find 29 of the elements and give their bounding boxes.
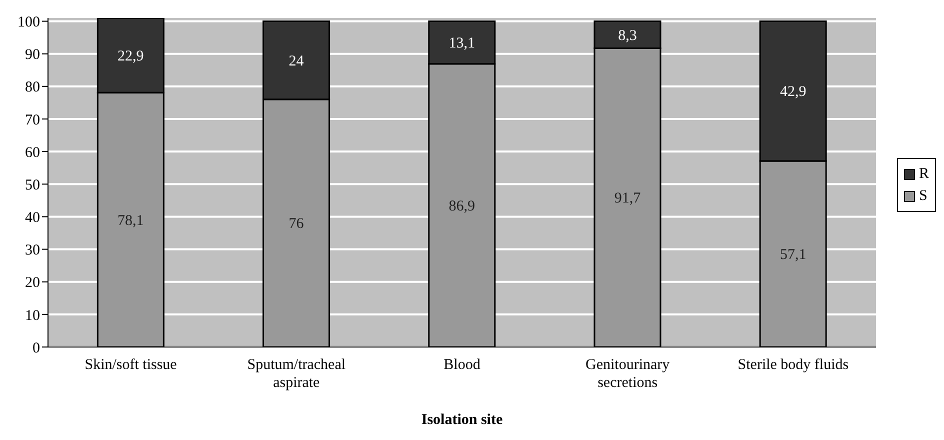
legend-label: S [918,187,928,206]
y-tick-label: 10 [25,308,40,324]
y-tick-label: 60 [25,144,40,161]
x-axis-title: Isolation site [421,412,503,428]
data-label: 78,1 [118,212,144,229]
x-tick-label: Sputum/tracheal aspirate [247,357,346,391]
x-tick-label: Genitourinary secretions [586,357,670,391]
data-label: 57,1 [780,247,806,263]
data-label: 13,1 [448,36,476,52]
y-tick-label: 40 [25,210,40,226]
data-label: 86,9 [448,198,476,214]
data-label: 22,9 [118,48,144,64]
y-tick-label: 90 [25,47,40,64]
y-tick-label: 30 [25,242,40,259]
x-tick-label: Skin/soft tissue [84,357,178,373]
data-label: 91,7 [614,190,642,207]
y-tick-label: 0 [32,340,40,356]
y-tick-label: 100 [18,14,40,31]
y-tick-label: 70 [25,112,40,128]
data-label: 42,9 [780,84,806,100]
data-label: 24 [288,53,304,70]
data-label: 8,3 [618,28,637,44]
x-tick-label: Blood [444,357,481,373]
y-tick-label: 20 [25,275,40,292]
y-tick-label: 80 [25,80,40,96]
legend-label: R [918,165,929,184]
x-tick-label: Sterile body fluids [738,357,849,373]
data-label: 76 [288,216,304,232]
y-tick-label: 50 [25,177,40,194]
